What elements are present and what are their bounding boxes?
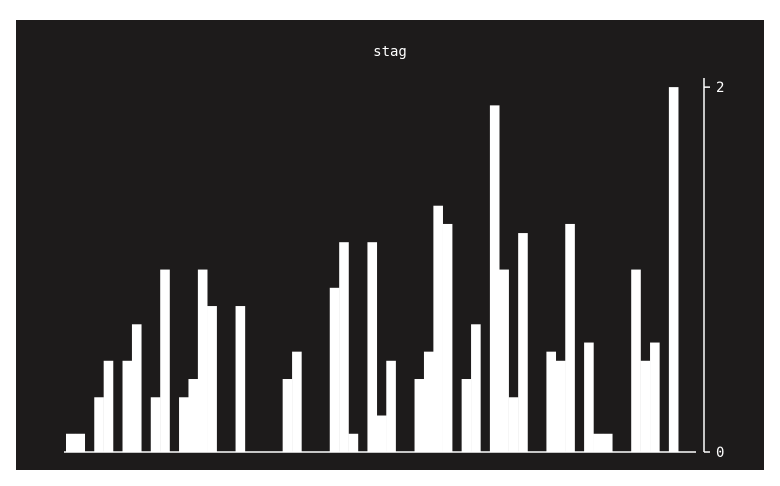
bar	[546, 351, 557, 452]
bar	[376, 415, 387, 452]
bar	[499, 269, 509, 452]
bar	[602, 433, 613, 452]
bar	[518, 233, 528, 452]
bar	[508, 397, 519, 452]
bar	[235, 306, 246, 452]
bar	[423, 351, 434, 452]
bar	[668, 87, 679, 453]
bar-chart: 02	[64, 78, 724, 461]
bar	[131, 324, 142, 452]
bar	[386, 360, 396, 452]
bar	[593, 433, 604, 452]
bar	[94, 397, 104, 452]
bar	[461, 379, 472, 452]
bar	[207, 306, 217, 452]
bar	[442, 223, 453, 452]
bar	[66, 433, 76, 452]
bar	[565, 223, 575, 452]
bar	[160, 269, 170, 452]
bar	[339, 242, 349, 452]
bar	[188, 379, 199, 452]
bar	[103, 360, 114, 452]
bar	[282, 379, 293, 452]
bar	[179, 397, 189, 452]
bars-group	[66, 87, 679, 453]
bar	[197, 269, 208, 452]
bar	[348, 433, 359, 452]
bar	[489, 105, 500, 453]
bar	[329, 287, 340, 452]
bar	[555, 360, 566, 452]
bar	[471, 324, 481, 452]
bar	[367, 242, 378, 452]
y-tick-label: 0	[716, 445, 724, 461]
bar	[433, 205, 443, 452]
bar	[75, 433, 86, 452]
bar	[631, 269, 641, 452]
y-tick-label: 2	[716, 80, 724, 96]
bar	[584, 342, 594, 452]
y-ticks-group: 02	[704, 80, 724, 461]
bar	[150, 397, 161, 452]
bar	[122, 360, 133, 452]
chart-title: stag	[373, 44, 407, 60]
bar	[292, 351, 302, 452]
bar	[650, 342, 660, 452]
bar	[640, 360, 651, 452]
bar	[414, 379, 425, 452]
